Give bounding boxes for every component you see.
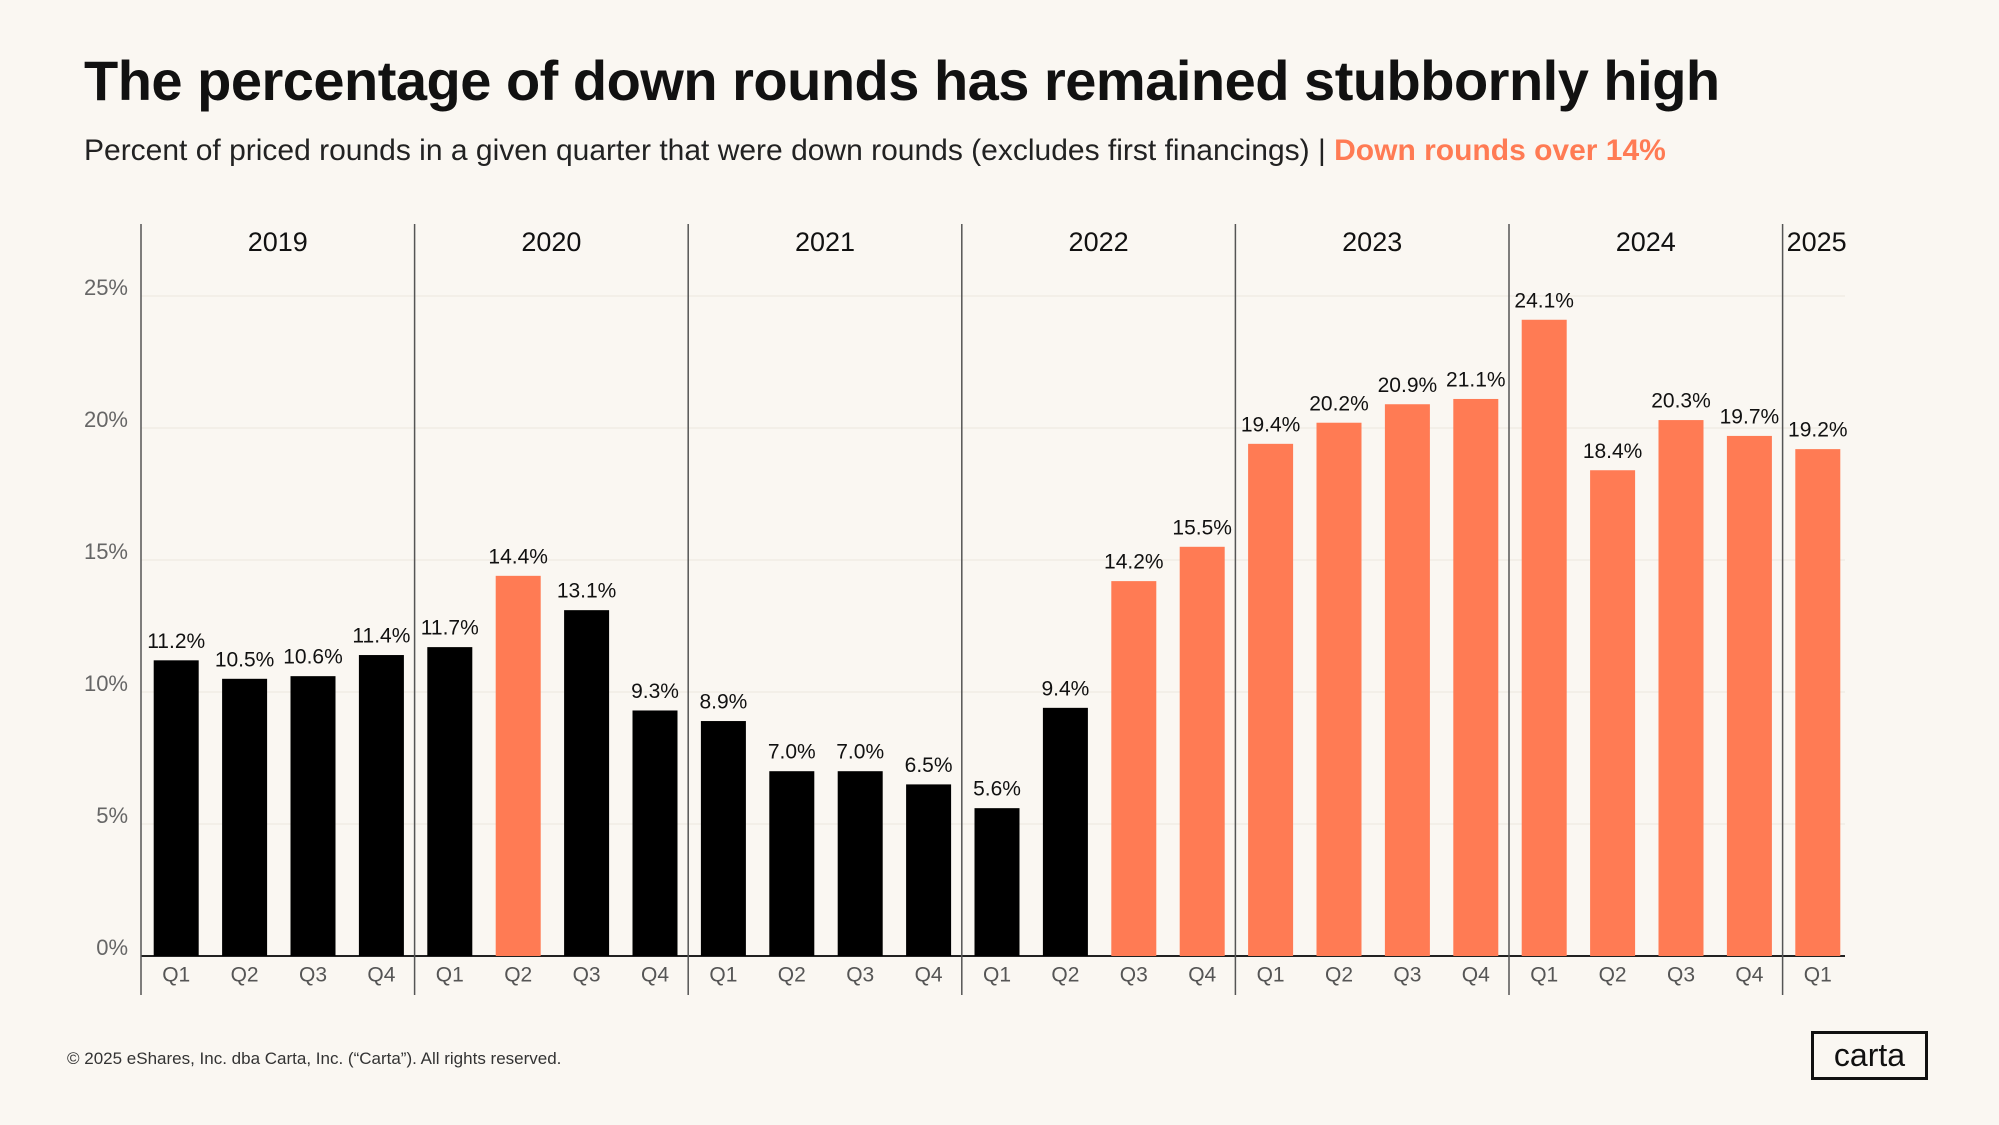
- x-tick-label: Q1: [162, 964, 190, 987]
- year-header: 2023: [1342, 227, 1402, 257]
- year-header: 2019: [248, 227, 308, 257]
- data-label: 9.4%: [1041, 677, 1089, 700]
- x-tick-label: Q4: [1462, 964, 1490, 987]
- x-tick-label: Q1: [1804, 964, 1832, 987]
- x-tick-label: Q1: [983, 964, 1011, 987]
- x-tick-label: Q4: [367, 964, 395, 987]
- year-header: 2020: [521, 227, 581, 257]
- year-header: 2024: [1616, 227, 1676, 257]
- bar-2023-Q3: [1384, 404, 1430, 956]
- x-tick-label: Q2: [231, 964, 259, 987]
- y-tick-label: 0%: [96, 935, 128, 960]
- bar-2020-Q2: [495, 575, 541, 956]
- y-tick-label: 5%: [96, 803, 128, 828]
- data-label: 19.4%: [1241, 413, 1301, 436]
- year-header: 2025: [1787, 227, 1847, 257]
- x-tick-label: Q2: [1051, 964, 1079, 987]
- chart-title: The percentage of down rounds has remain…: [84, 49, 1720, 112]
- x-tick-label: Q3: [1667, 964, 1695, 987]
- chart-subtitle: Percent of priced rounds in a given quar…: [84, 134, 1666, 168]
- data-label: 20.3%: [1651, 390, 1711, 413]
- data-label: 10.5%: [215, 648, 275, 671]
- data-label: 14.4%: [488, 545, 548, 568]
- data-label: 21.1%: [1446, 369, 1506, 392]
- x-tick-label: Q3: [846, 964, 874, 987]
- bar-2025-Q1: [1795, 449, 1841, 956]
- data-label: 9.3%: [631, 680, 679, 703]
- bar-chart: 0% 5% 10% 15% 20% 25% 11.2% Q1 10.5% Q2 10.6% Q3 11.…: [84, 224, 1848, 995]
- x-tick-label: Q3: [573, 964, 601, 987]
- year-header: 2022: [1069, 227, 1129, 257]
- data-label: 19.7%: [1720, 405, 1780, 428]
- bar-2024-Q3: [1658, 420, 1704, 957]
- bar-2024-Q2: [1590, 470, 1636, 956]
- x-tick-label: Q3: [1120, 964, 1148, 987]
- bar-2019-Q3: [290, 676, 336, 956]
- data-label: 7.0%: [836, 741, 884, 764]
- bar-2022-Q1: [974, 808, 1020, 956]
- bar-2022-Q2: [1042, 707, 1088, 956]
- data-label: 7.0%: [768, 741, 816, 764]
- bar-2020-Q4: [632, 710, 678, 956]
- bar-2019-Q1: [153, 660, 199, 956]
- bar-2023-Q1: [1248, 443, 1294, 957]
- x-tick-label: Q4: [1188, 964, 1216, 987]
- data-label: 19.2%: [1788, 419, 1848, 442]
- data-label: 6.5%: [905, 754, 953, 777]
- data-label: 20.2%: [1309, 392, 1369, 415]
- data-label: 11.7%: [421, 617, 479, 640]
- x-tick-label: Q1: [436, 964, 464, 987]
- bar-2021-Q2: [769, 771, 815, 956]
- x-tick-label: Q2: [1325, 964, 1353, 987]
- bar-2021-Q1: [700, 721, 746, 956]
- data-label: 11.4%: [352, 625, 410, 648]
- x-tick-label: Q1: [709, 964, 737, 987]
- bar-2019-Q2: [222, 678, 268, 956]
- data-label: 5.6%: [973, 778, 1021, 801]
- data-label: 20.9%: [1378, 374, 1438, 397]
- x-tick-label: Q4: [915, 964, 943, 987]
- data-label: 11.2%: [147, 630, 205, 653]
- x-tick-label: Q1: [1257, 964, 1285, 987]
- data-label: 15.5%: [1172, 516, 1232, 539]
- bar-2024-Q1: [1521, 319, 1567, 956]
- x-tick-label: Q3: [1393, 964, 1421, 987]
- x-tick-label: Q1: [1530, 964, 1558, 987]
- bar-2020-Q3: [564, 610, 610, 956]
- x-tick-label: Q4: [641, 964, 669, 987]
- x-tick-label: Q2: [1599, 964, 1627, 987]
- data-label: 13.1%: [557, 580, 617, 603]
- data-label: 24.1%: [1514, 289, 1574, 312]
- subtitle-text: Percent of priced rounds in a given quar…: [84, 134, 1335, 167]
- y-tick-label: 10%: [84, 671, 128, 696]
- y-tick-label: 15%: [84, 539, 128, 564]
- copyright-footer: © 2025 eShares, Inc. dba Carta, Inc. (“C…: [67, 1049, 562, 1068]
- bar-2021-Q4: [906, 784, 952, 956]
- bar-2020-Q1: [427, 647, 473, 956]
- bar-2022-Q4: [1179, 546, 1225, 956]
- data-label: 8.9%: [699, 691, 747, 714]
- bar-2024-Q4: [1726, 435, 1772, 956]
- y-tick-label: 20%: [84, 407, 128, 432]
- data-label: 14.2%: [1104, 551, 1164, 574]
- bar-2023-Q2: [1316, 422, 1362, 957]
- bar-2022-Q3: [1111, 581, 1157, 956]
- subtitle-highlight: Down rounds over 14%: [1334, 134, 1666, 167]
- x-tick-label: Q4: [1735, 964, 1763, 987]
- y-tick-label: 25%: [84, 275, 128, 300]
- x-tick-label: Q3: [299, 964, 327, 987]
- bar-2021-Q3: [837, 771, 883, 956]
- data-label: 10.6%: [283, 646, 343, 669]
- data-label: 18.4%: [1583, 440, 1643, 463]
- bar-2023-Q4: [1453, 398, 1499, 957]
- x-tick-label: Q2: [778, 964, 806, 987]
- carta-logo: carta: [1811, 1031, 1928, 1080]
- bar-2019-Q4: [358, 655, 404, 956]
- year-header: 2021: [795, 227, 855, 257]
- x-tick-label: Q2: [504, 964, 532, 987]
